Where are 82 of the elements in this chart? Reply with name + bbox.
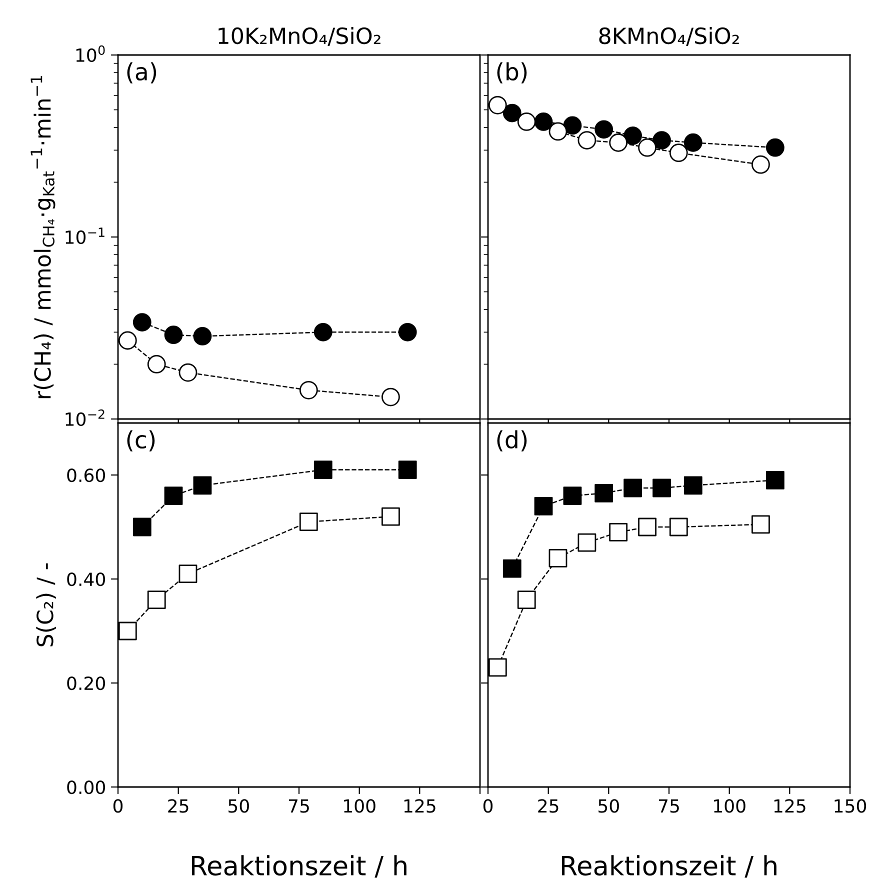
- point: [398, 460, 417, 479]
- y-tick-label: 10$^{−2}$: [66, 409, 104, 426]
- point: [652, 131, 671, 150]
- chart-title: 10K₂MnO₄/SiO₂: [218, 27, 380, 46]
- y-tick-label: 0.20: [67, 676, 105, 690]
- point: [578, 131, 596, 150]
- x-tick-label: 125: [404, 799, 436, 813]
- x-tick-label: 25: [168, 799, 188, 813]
- point: [594, 484, 614, 502]
- point: [638, 138, 656, 157]
- point: [178, 363, 198, 382]
- point: [502, 104, 522, 122]
- annotation: (c): [127, 430, 155, 452]
- point: [488, 96, 507, 114]
- x-axis-title: Reaktionszeit / h: [192, 855, 406, 878]
- point: [594, 120, 614, 139]
- point: [132, 518, 152, 536]
- point: [638, 518, 656, 536]
- x-tick-label: 25: [538, 799, 558, 813]
- y-tick-label: 0.00: [67, 780, 105, 794]
- x-tick-label: 100: [344, 799, 376, 813]
- point: [118, 622, 137, 640]
- point: [684, 133, 702, 152]
- annotation: (b): [497, 62, 527, 84]
- x-tick-label: 50: [228, 799, 249, 813]
- point: [563, 486, 582, 505]
- x-tick-label: 75: [288, 799, 309, 813]
- point: [382, 507, 400, 526]
- point: [609, 133, 628, 152]
- point: [118, 331, 137, 350]
- point: [684, 476, 702, 495]
- point: [624, 478, 642, 498]
- point: [548, 122, 568, 141]
- point: [652, 478, 671, 498]
- x-tick-label: 75: [658, 799, 679, 813]
- point: [534, 112, 553, 131]
- point: [147, 590, 166, 609]
- point: [398, 322, 417, 342]
- y-axis-title: r(CH₄) / mmol$_{CH₄}$·g$_{Kat}$$^{−1}$·min$^{−1}$: [30, 76, 56, 398]
- x-tick-label: 50: [598, 799, 619, 813]
- point: [193, 327, 212, 346]
- point: [299, 380, 318, 400]
- point: [534, 497, 553, 516]
- point: [669, 518, 688, 536]
- point: [517, 112, 536, 131]
- point: [669, 144, 688, 162]
- point: [382, 388, 400, 406]
- point: [132, 313, 152, 332]
- point: [314, 460, 332, 479]
- point: [193, 476, 212, 495]
- point: [578, 533, 596, 552]
- point: [752, 515, 770, 534]
- annotation: (a): [127, 62, 156, 84]
- point: [517, 590, 536, 609]
- y-tick-label: 0.60: [67, 468, 105, 482]
- point: [752, 155, 770, 174]
- point: [624, 126, 642, 145]
- x-axis-title: Reaktionszeit / h: [562, 855, 776, 878]
- x-tick-label: 125: [774, 799, 806, 813]
- point: [164, 326, 183, 344]
- point: [502, 559, 522, 578]
- point: [178, 564, 198, 583]
- y-tick-label: 0.40: [67, 572, 105, 586]
- point: [766, 138, 784, 157]
- point: [766, 471, 784, 490]
- point: [609, 523, 628, 542]
- point: [563, 116, 582, 135]
- y-axis-title: S(C₂) / -: [36, 563, 56, 646]
- annotation: (d): [497, 430, 527, 452]
- point: [299, 512, 318, 531]
- y-tick-label: 10$^{−1}$: [66, 228, 104, 244]
- x-tick-label: 150: [834, 799, 866, 813]
- x-tick-label: 0: [483, 799, 493, 813]
- point: [147, 355, 166, 374]
- point: [548, 549, 568, 568]
- y-tick-label: 10$^{0}$: [76, 45, 105, 62]
- x-tick-label: 0: [113, 799, 123, 813]
- point: [164, 486, 183, 505]
- point: [488, 658, 507, 677]
- point: [314, 322, 332, 342]
- x-tick-label: 100: [714, 799, 746, 813]
- chart-title: 8KMnO₄/SiO₂: [599, 27, 739, 46]
